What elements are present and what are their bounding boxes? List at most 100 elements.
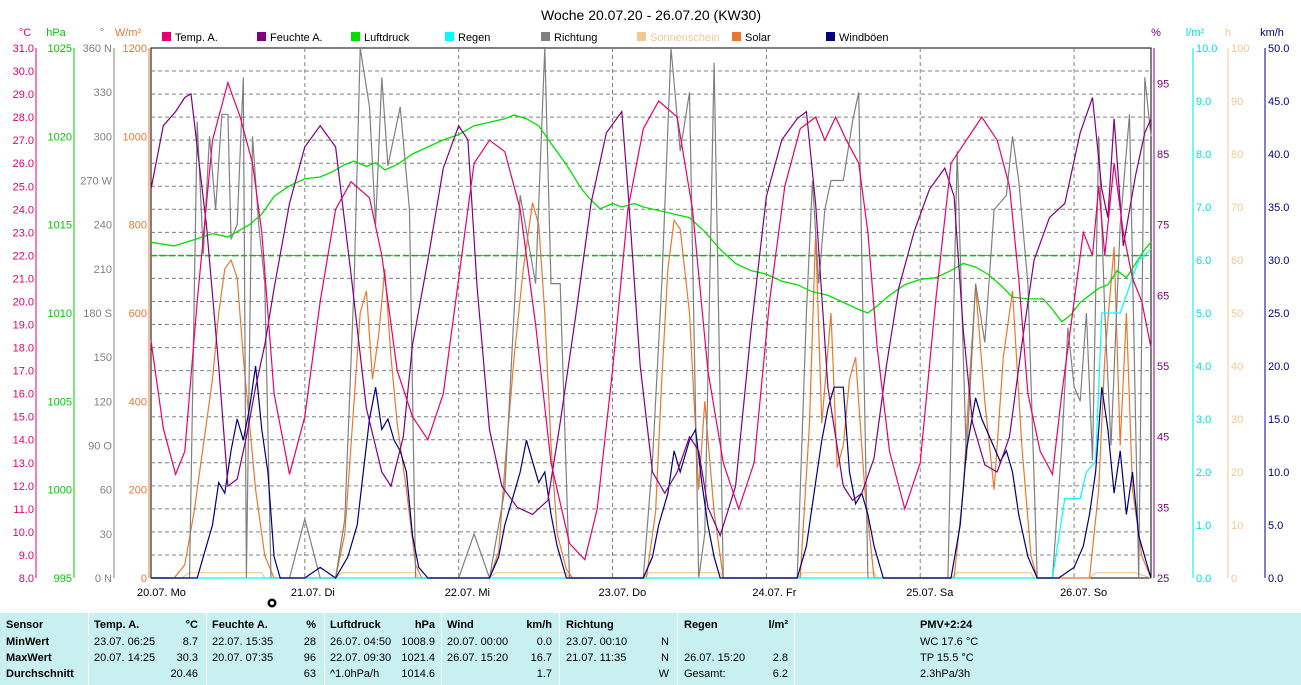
stats-hum-header: Feuchte A. [212, 619, 268, 631]
left-axis-tick: 120 [94, 396, 112, 408]
stats-press-header: Luftdruck [330, 619, 381, 631]
left-axis-tick: 200 [129, 485, 147, 497]
axes: °C 31.0 30.0 29.0 28.0 27.0 26.0 25.0 24.0 23.0 22… [13, 27, 1290, 585]
right-axis-tick: 10.0 [1268, 467, 1289, 479]
left-axis-tick: 22.0 [13, 250, 34, 262]
right-axis-tick: 35 [1157, 502, 1169, 514]
left-axis-tick: 25.0 [13, 181, 34, 193]
stats-rain-header: Regen [684, 619, 718, 631]
right-axis-tick: 10.0 [1196, 43, 1217, 55]
legend-swatch [637, 32, 646, 41]
left-axis-tick: 30 [100, 529, 112, 541]
right-axis-tick: 50 [1231, 308, 1243, 320]
right-axis-unit: km/h [1260, 27, 1284, 39]
left-axis-tick: 10.0 [13, 527, 34, 539]
right-axis-tick: 5.0 [1268, 520, 1283, 532]
right-axis-tick: 40 [1231, 361, 1243, 373]
right-axis-unit: % [1151, 27, 1161, 39]
right-axis-tick: 1.0 [1196, 520, 1211, 532]
x-axis-labels: 20.07. Mo 21.07. Di 22.07. Mi 23.07. Do 24.0… [137, 587, 1107, 599]
stats-row-max: MaxWert [6, 652, 52, 664]
left-axis-tick: 13.0 [13, 458, 34, 470]
stats-rain-total-val: 6.2 [772, 668, 788, 680]
stats-wind-avg: 1.7 [536, 668, 552, 680]
stats-press-trend: ^1.0hPa/h [330, 668, 380, 680]
left-axis-tick: 9.0 [19, 550, 34, 562]
right-axis-tick: 45.0 [1268, 96, 1289, 108]
left-axis-tick: 20.0 [13, 296, 34, 308]
right-axis-tick: 20.0 [1268, 361, 1289, 373]
stats-press-max-val: 1021.4 [401, 652, 435, 664]
left-axis-tick: 31.0 [13, 43, 34, 55]
left-axis-tick: 800 [129, 220, 147, 232]
stats-rain-total-label: Gesamt: [684, 668, 726, 680]
legend-swatch [257, 32, 266, 41]
stats-press-unit: hPa [414, 619, 435, 631]
stats-dir-max-time: 21.07. 11:35 [566, 652, 627, 664]
legend-label: Luftdruck [364, 32, 410, 44]
left-axis-tick: 60 [100, 485, 112, 497]
left-axis-tick: 15.0 [13, 412, 34, 424]
left-axis-tick: 150 [94, 352, 112, 364]
legend-label: Windböen [839, 32, 889, 44]
right-axis-tick: 20 [1231, 467, 1243, 479]
right-axis-tick: 55 [1157, 361, 1169, 373]
stats-pmv-header: PMV+2:24 [920, 619, 973, 631]
stats-dir-avg: W [658, 668, 669, 680]
weather-week-chart: Woche 20.07.20 - 26.07.20 (KW30) Temp. A… [13, 7, 1290, 608]
left-axis-tick: 11.0 [13, 504, 34, 516]
right-axis-tick: 30.0 [1268, 255, 1289, 267]
stats-panel: Sensor MinWert MaxWert Durchschnitt Temp… [0, 613, 1301, 685]
x-axis-label: 26.07. So [1060, 587, 1107, 599]
legend-swatch [445, 32, 454, 41]
right-axis-tick: 90 [1231, 96, 1243, 108]
left-axis-unit: W/m² [115, 27, 142, 39]
left-axis-tick: 90 O [88, 441, 112, 453]
stats-hum-min-time: 22.07. 15:35 [212, 636, 274, 648]
right-axis-tick: 100 [1231, 43, 1249, 55]
stats-temp-avg: 20.46 [170, 668, 198, 680]
right-axis-tick: 40.0 [1268, 149, 1289, 161]
stats-pmv-tp: TP 15.5 °C [920, 652, 974, 664]
right-axis-tick: 70 [1231, 202, 1243, 214]
stats-dir-min-time: 23.07. 00:10 [566, 636, 628, 648]
right-axis-tick: 9.0 [1196, 96, 1211, 108]
left-axis-tick: 1015 [48, 220, 72, 232]
stats-hum-avg: 63 [303, 668, 316, 680]
left-axis-tick: 0 N [95, 573, 112, 585]
marker-icon-inner [270, 601, 274, 605]
stats-dir-max-val: N [661, 652, 669, 664]
left-axis-tick: 23.0 [13, 227, 34, 239]
legend-swatch [162, 32, 171, 41]
stats-rain-max-val: 2.8 [772, 652, 788, 664]
x-axis-label: 20.07. Mo [137, 587, 186, 599]
left-axis-tick: 24.0 [13, 204, 34, 216]
stats-hum-max-time: 20.07. 07:35 [212, 652, 274, 664]
stats-wind-unit: km/h [526, 619, 552, 631]
right-axis-tick: 60 [1231, 255, 1243, 267]
left-axis-tick: 210 [94, 264, 112, 276]
right-axis-tick: 7.0 [1196, 202, 1211, 214]
series-line-temp [150, 80, 1152, 561]
left-axis-tick: 180 S [83, 308, 112, 320]
right-axis-tick: 50.0 [1268, 43, 1289, 55]
right-axis-tick: 10 [1231, 520, 1243, 532]
left-axis-tick: 995 [54, 573, 72, 585]
left-axis-unit: hPa [46, 27, 66, 39]
right-axis-tick: 0 [1231, 573, 1237, 585]
legend-swatch [732, 32, 741, 41]
left-axis-tick: 360 N [83, 43, 112, 55]
left-axis-unit: °C [19, 27, 31, 39]
stats-press-avg: 1014.6 [401, 668, 435, 680]
x-axis-label: 23.07. Do [599, 587, 647, 599]
right-axis-tick: 4.0 [1196, 361, 1211, 373]
right-axis-unit: h [1225, 27, 1231, 39]
stats-wind-min-time: 20.07. 00:00 [447, 636, 509, 648]
plot-area [150, 47, 1152, 579]
stats-dir-min-val: N [661, 636, 669, 648]
stats-temp-unit: °C [185, 619, 198, 631]
right-axis-tick: 0.0 [1268, 573, 1283, 585]
right-axis-tick: 65 [1157, 290, 1169, 302]
right-axis-tick: 8.0 [1196, 149, 1211, 161]
left-axis-tick: 18.0 [13, 343, 34, 355]
